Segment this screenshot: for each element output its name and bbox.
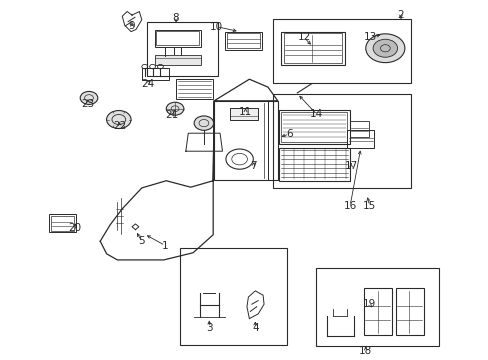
Circle shape bbox=[194, 116, 213, 130]
Text: 3: 3 bbox=[205, 323, 212, 333]
Text: 13: 13 bbox=[363, 32, 377, 42]
Bar bbox=[281, 32, 344, 65]
Bar bbox=[395, 288, 423, 335]
Bar bbox=[226, 33, 259, 48]
Bar bbox=[349, 121, 368, 137]
Text: 24: 24 bbox=[141, 78, 154, 89]
Bar bbox=[154, 30, 201, 47]
Bar bbox=[363, 288, 391, 335]
Bar bbox=[154, 55, 201, 65]
Text: 16: 16 bbox=[343, 201, 356, 211]
Text: 21: 21 bbox=[165, 110, 179, 120]
Text: 19: 19 bbox=[362, 299, 375, 309]
Bar bbox=[142, 68, 168, 80]
Text: 15: 15 bbox=[362, 201, 376, 211]
Bar bbox=[180, 248, 286, 345]
Text: 10: 10 bbox=[210, 22, 223, 32]
Text: 1: 1 bbox=[162, 240, 168, 251]
Bar bbox=[281, 112, 346, 142]
Bar bbox=[214, 101, 277, 180]
Bar bbox=[156, 31, 199, 45]
Circle shape bbox=[372, 39, 397, 57]
Text: 17: 17 bbox=[344, 161, 357, 171]
Text: 4: 4 bbox=[251, 323, 258, 333]
Text: 23: 23 bbox=[81, 99, 95, 109]
Bar bbox=[278, 148, 349, 181]
Bar bbox=[272, 19, 410, 83]
Bar bbox=[49, 214, 76, 232]
Bar bbox=[283, 33, 342, 63]
Text: 2: 2 bbox=[397, 10, 404, 20]
Text: 20: 20 bbox=[68, 222, 81, 233]
Text: 22: 22 bbox=[113, 121, 126, 131]
Text: 8: 8 bbox=[172, 13, 179, 23]
Bar bbox=[176, 79, 212, 99]
Bar bbox=[272, 94, 410, 188]
Bar bbox=[315, 268, 438, 346]
Text: 12: 12 bbox=[297, 32, 310, 42]
Text: 9: 9 bbox=[128, 21, 135, 31]
Bar bbox=[224, 32, 261, 50]
Circle shape bbox=[365, 34, 404, 63]
Circle shape bbox=[106, 111, 131, 129]
Bar bbox=[146, 22, 217, 76]
Text: 18: 18 bbox=[358, 346, 372, 356]
Bar bbox=[51, 216, 74, 231]
Circle shape bbox=[80, 91, 98, 104]
Text: 7: 7 bbox=[249, 161, 256, 171]
Text: 11: 11 bbox=[238, 107, 252, 117]
Bar bbox=[346, 130, 373, 148]
Bar bbox=[278, 110, 349, 144]
Bar bbox=[229, 108, 258, 120]
Text: 14: 14 bbox=[309, 109, 323, 120]
Circle shape bbox=[166, 102, 183, 115]
Text: 6: 6 bbox=[285, 129, 292, 139]
Text: 5: 5 bbox=[138, 236, 145, 246]
